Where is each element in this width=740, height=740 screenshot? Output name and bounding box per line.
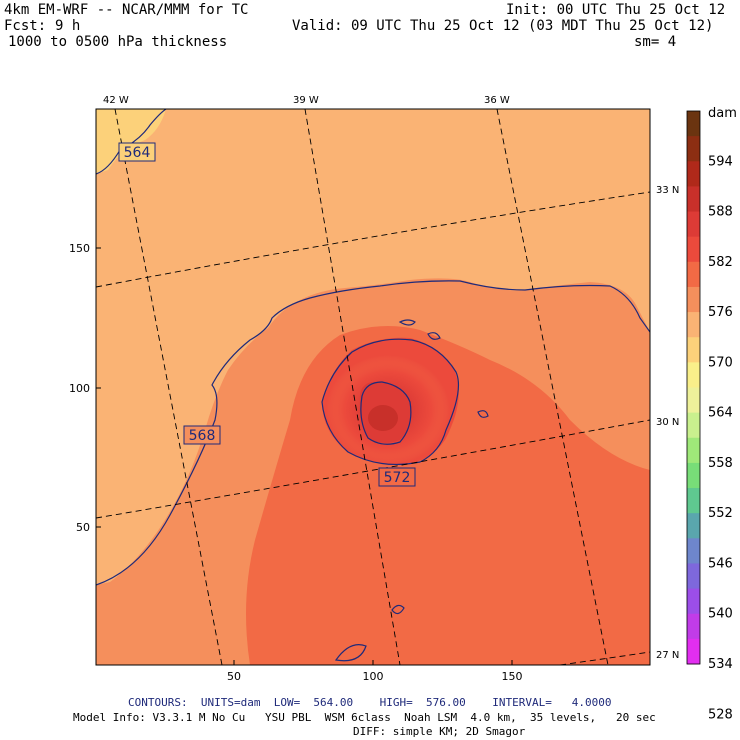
colorbar-swatch bbox=[687, 538, 700, 564]
colorbar-label: 570 bbox=[708, 355, 733, 370]
lon-label-39w: 39 W bbox=[293, 95, 319, 106]
grid-label-left-150: 150 bbox=[69, 242, 90, 255]
contour-islet-c bbox=[477, 410, 489, 418]
lon-label-36w: 36 W bbox=[484, 95, 510, 106]
model-title: 4km EM-WRF -- NCAR/MMM for TC bbox=[4, 2, 249, 18]
colorbar-swatch bbox=[687, 412, 700, 439]
colorbar-swatch bbox=[687, 362, 700, 388]
colorbar-swatch bbox=[687, 462, 700, 489]
colorbar-label: 552 bbox=[708, 506, 733, 521]
colorbar-label: 576 bbox=[708, 305, 733, 320]
colorbar-swatch bbox=[687, 111, 700, 137]
field-name: 1000 to 0500 hPa thickness bbox=[8, 34, 228, 50]
colorbar-swatch bbox=[687, 186, 700, 213]
valid-time: Valid: 09 UTC Thu 25 Oct 12 (03 MDT Thu … bbox=[292, 18, 714, 34]
contour-islet-d bbox=[391, 604, 405, 615]
grid-label-bottom-100: 100 bbox=[363, 670, 384, 683]
colorbar-label: 546 bbox=[708, 556, 733, 571]
parallel-27n bbox=[559, 651, 650, 665]
colorbar-label: 540 bbox=[708, 607, 733, 622]
contour-576 bbox=[360, 381, 412, 445]
contour-label-572: 572 bbox=[384, 470, 411, 486]
colorbar-swatch bbox=[687, 513, 700, 539]
contour-label-568: 568 bbox=[189, 428, 216, 444]
colorbar-label: 534 bbox=[708, 657, 733, 672]
warm-core bbox=[368, 405, 398, 431]
meridian-39w bbox=[304, 109, 401, 665]
colorbar-swatch bbox=[687, 613, 700, 640]
colorbar-swatch bbox=[687, 286, 700, 313]
contour-label-568-box bbox=[183, 425, 221, 445]
colorbar-label: 564 bbox=[708, 406, 733, 421]
contour-572 bbox=[321, 338, 459, 466]
colorbar-label: 582 bbox=[708, 255, 733, 270]
colorbar-swatch bbox=[687, 337, 700, 363]
contour-islet-b bbox=[427, 332, 441, 340]
lat-label-27n: 27 N bbox=[656, 650, 679, 661]
colorbar-swatch bbox=[687, 236, 700, 263]
lat-label-33n: 33 N bbox=[656, 185, 679, 196]
colorbar-label: 558 bbox=[708, 456, 733, 471]
grid-label-left-100: 100 bbox=[69, 382, 90, 395]
grid-label-left-50: 50 bbox=[76, 521, 90, 534]
cold-pocket-564 bbox=[96, 109, 166, 174]
colorbar-frame bbox=[686, 110, 701, 665]
contour-label-564-box bbox=[118, 142, 156, 162]
colorbar-swatch bbox=[687, 261, 700, 288]
colorbar bbox=[686, 110, 701, 665]
lat-label-30n: 30 N bbox=[656, 417, 679, 428]
colorbar-swatch bbox=[687, 211, 700, 238]
contour-islet-a bbox=[398, 319, 416, 326]
colorbar-swatch bbox=[687, 488, 700, 514]
parallel-33n bbox=[96, 191, 650, 288]
colorbar-label: 588 bbox=[708, 205, 733, 220]
diffusion-info: DIFF: simple KM; 2D Smagor bbox=[353, 725, 526, 738]
colorbar-swatch bbox=[687, 638, 700, 665]
contour-label-572-box bbox=[378, 467, 416, 487]
colorbar-swatch bbox=[687, 588, 700, 615]
lon-label-42w: 42 W bbox=[103, 95, 129, 106]
colorbar-swatch bbox=[687, 437, 700, 464]
contour-564 bbox=[96, 109, 167, 175]
colorbar-label: 528 bbox=[708, 707, 733, 722]
meridian-42w bbox=[114, 109, 223, 665]
smoothing-value: sm= 4 bbox=[634, 34, 677, 50]
colorbar-swatch bbox=[687, 563, 700, 590]
contour-568 bbox=[96, 280, 650, 586]
forecast-label: Fcst: bbox=[4, 18, 47, 34]
colorbar-swatch bbox=[687, 161, 700, 187]
grid-label-bottom-150: 150 bbox=[502, 670, 523, 683]
model-info: Model Info: V3.3.1 M No Cu YSU PBL WSM 6… bbox=[73, 711, 656, 724]
colorbar-swatch bbox=[687, 387, 700, 414]
contours-info: CONTOURS: UNITS=dam LOW= 564.00 HIGH= 57… bbox=[128, 696, 612, 709]
colorbar-swatch bbox=[687, 312, 700, 338]
contour-label-564: 564 bbox=[124, 145, 151, 161]
colorbar-swatch bbox=[687, 136, 700, 162]
grid-label-bottom-50: 50 bbox=[227, 670, 241, 683]
contour-islet-e bbox=[334, 644, 367, 662]
forecast-hour: 9 h bbox=[55, 18, 81, 34]
parallel-30n bbox=[96, 419, 650, 519]
colorbar-label: 594 bbox=[708, 154, 733, 169]
meridian-36w bbox=[496, 109, 609, 665]
colorbar-unit: dam bbox=[708, 106, 737, 121]
init-time: Init: 00 UTC Thu 25 Oct 12 bbox=[506, 2, 726, 18]
colorbar-labels: 594588582576570564558552546540534528522 bbox=[708, 154, 733, 722]
